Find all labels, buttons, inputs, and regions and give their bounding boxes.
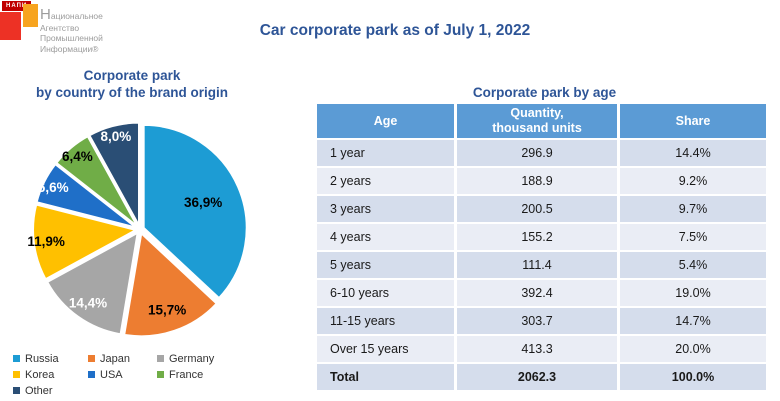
age-table-cell-share: 14.4% bbox=[620, 140, 766, 166]
age-table-row: 4 years 155.2 7.5% bbox=[317, 224, 766, 250]
legend-item-usa: USA bbox=[88, 368, 157, 381]
pie-slice-other bbox=[87, 121, 141, 227]
pie-slice-value-label: 15,7% bbox=[148, 302, 186, 317]
pie-chart: 36,9% 15,7% 14,4% 11,9% 6,6% 6,4% 8,0% bbox=[27, 121, 248, 338]
legend-swatch-icon bbox=[13, 371, 20, 378]
age-table-cell-share: 7.5% bbox=[620, 224, 766, 250]
legend-label: Korea bbox=[25, 368, 55, 381]
pie-slice-value-label: 8,0% bbox=[101, 129, 132, 144]
age-table-row: 11-15 years 303.7 14.7% bbox=[317, 308, 766, 334]
age-table-title: Corporate park by age bbox=[472, 85, 617, 100]
pie-slice-japan bbox=[123, 231, 219, 338]
age-table-row: 1 year 296.9 14.4% bbox=[317, 140, 766, 166]
age-table-cell-quantity: 200.5 bbox=[457, 196, 617, 222]
napi-logo-tag: НАПИ bbox=[2, 1, 32, 11]
pie-slice-value-label: 6,6% bbox=[38, 180, 69, 195]
age-table-cell-age: 1 year bbox=[317, 140, 454, 166]
logo-text-line: Национальное bbox=[40, 6, 103, 23]
legend-label: Germany bbox=[169, 352, 215, 365]
napi-logo-orange-square bbox=[23, 4, 38, 27]
legend-item-korea: Korea bbox=[13, 368, 88, 381]
age-table-cell-share: 20.0% bbox=[620, 336, 766, 362]
pie-slice-russia bbox=[142, 123, 248, 300]
age-table-cell-age: 2 years bbox=[317, 168, 454, 194]
age-table-cell-share: 14.7% bbox=[620, 308, 766, 334]
age-table-header-cell: Share bbox=[620, 104, 766, 138]
age-table-cell-quantity: 2062.3 bbox=[457, 364, 617, 390]
pie-slice-korea bbox=[32, 203, 139, 281]
age-table-header-cell: Quantity, thousand units bbox=[457, 104, 617, 138]
age-table-cell-quantity: 188.9 bbox=[457, 168, 617, 194]
logo-text-line: Агентство bbox=[40, 23, 80, 33]
age-table-cell-age: 6-10 years bbox=[317, 280, 454, 306]
age-table-body: 1 year 296.9 14.4% 2 years 188.9 9.2% 3 years 2… bbox=[317, 140, 766, 390]
legend-item-other: Other bbox=[13, 384, 88, 397]
pie-slice-value-label: 36,9% bbox=[184, 195, 222, 210]
age-table-cell-age: 11-15 years bbox=[317, 308, 454, 334]
legend-item-germany: Germany bbox=[157, 352, 283, 365]
age-table-cell-age: Over 15 years bbox=[317, 336, 454, 362]
age-table-header-cell: Age bbox=[317, 104, 454, 138]
legend-label: Other bbox=[25, 384, 53, 397]
pie-slice-france bbox=[54, 134, 139, 228]
legend-label: France bbox=[169, 368, 204, 381]
logo-text-line: Информации® bbox=[40, 43, 99, 54]
pie-slice-germany bbox=[45, 230, 140, 336]
legend-item-russia: Russia bbox=[13, 352, 88, 365]
pie-slice-value-label: 6,4% bbox=[62, 149, 93, 164]
legend-swatch-icon bbox=[88, 355, 95, 362]
logo-text-line: Промышленной bbox=[40, 33, 103, 44]
age-table-row: Total 2062.3 100.0% bbox=[317, 364, 766, 390]
age-table-head-row: Age Quantity, thousand units Share bbox=[317, 104, 766, 138]
age-table-cell-age: 5 years bbox=[317, 252, 454, 278]
age-table-cell-quantity: 392.4 bbox=[457, 280, 617, 306]
legend-swatch-icon bbox=[13, 355, 20, 362]
age-table-cell-age: 3 years bbox=[317, 196, 454, 222]
age-table-cell-quantity: 296.9 bbox=[457, 140, 617, 166]
legend-swatch-icon bbox=[157, 371, 164, 378]
pie-slice-value-label: 11,9% bbox=[27, 234, 65, 249]
age-table-row: Over 15 years 413.3 20.0% bbox=[317, 336, 766, 362]
age-table-cell-age: Total bbox=[317, 364, 454, 390]
pie-slice-value-label: 14,4% bbox=[69, 295, 107, 310]
legend-swatch-icon bbox=[157, 355, 164, 362]
napi-logo-red-square bbox=[0, 12, 21, 40]
legend-label: Japan bbox=[100, 352, 130, 365]
age-table-row: 2 years 188.9 9.2% bbox=[317, 168, 766, 194]
age-table-cell-share: 19.0% bbox=[620, 280, 766, 306]
pie-chart-title-line2: by country of the brand origin bbox=[36, 85, 228, 100]
age-table-cell-share: 100.0% bbox=[620, 364, 766, 390]
pie-chart-title-line1: Corporate park bbox=[83, 68, 181, 83]
page-title: Car corporate park as of July 1, 2022 bbox=[259, 22, 531, 39]
age-table: Age Quantity, thousand units Share 1 year 29… bbox=[314, 102, 769, 392]
age-table-row: 6-10 years 392.4 19.0% bbox=[317, 280, 766, 306]
age-table-cell-quantity: 155.2 bbox=[457, 224, 617, 250]
age-table-cell-share: 5.4% bbox=[620, 252, 766, 278]
pie-legend: Russia Japan Germany Korea USA France Other bbox=[13, 352, 283, 397]
legend-label: Russia bbox=[25, 352, 59, 365]
age-table-cell-quantity: 413.3 bbox=[457, 336, 617, 362]
napi-logo-text: Национальное Агентство Промышленной Инфо… bbox=[40, 6, 103, 54]
legend-label: USA bbox=[100, 368, 123, 381]
legend-item-france: France bbox=[157, 368, 283, 381]
legend-swatch-icon bbox=[88, 371, 95, 378]
pie-slice-usa bbox=[35, 162, 138, 229]
age-table-row: 5 years 111.4 5.4% bbox=[317, 252, 766, 278]
age-table-cell-age: 4 years bbox=[317, 224, 454, 250]
age-table-cell-quantity: 111.4 bbox=[457, 252, 617, 278]
legend-swatch-icon bbox=[13, 387, 20, 394]
age-table-cell-share: 9.7% bbox=[620, 196, 766, 222]
age-table-row: 3 years 200.5 9.7% bbox=[317, 196, 766, 222]
legend-item-japan: Japan bbox=[88, 352, 157, 365]
age-table-cell-share: 9.2% bbox=[620, 168, 766, 194]
pie-chart-title: Corporate park by country of the brand o… bbox=[8, 67, 256, 101]
age-table-cell-quantity: 303.7 bbox=[457, 308, 617, 334]
